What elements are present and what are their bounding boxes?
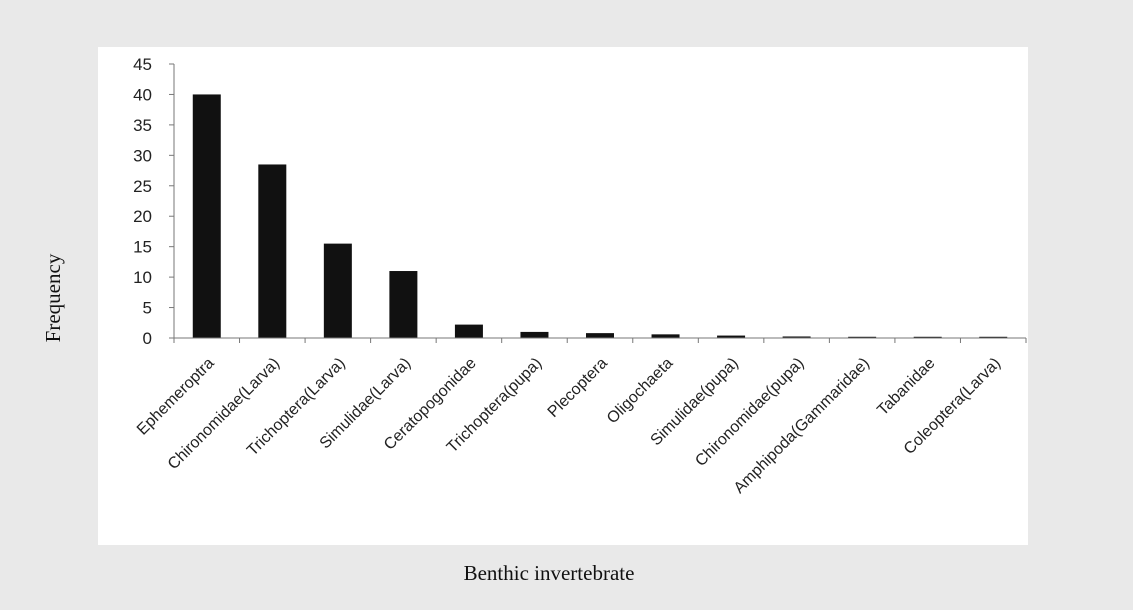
x-category-label: Chironomidae(pupa): [692, 355, 807, 470]
bar: [389, 271, 418, 338]
y-tick-label: 20: [133, 207, 152, 226]
y-tick-label: 40: [133, 85, 152, 104]
y-axis-title: Frequency: [41, 253, 65, 342]
bar: [520, 331, 549, 338]
bar: [651, 334, 680, 338]
bars: [192, 94, 1008, 338]
y-tick-label: 35: [133, 116, 152, 135]
y-tick-label: 45: [133, 55, 152, 74]
bar: [913, 336, 942, 338]
bar: [848, 336, 877, 338]
y-tick-labels: 0 5 10 15 20 25 30 35 40 45: [133, 55, 152, 348]
bar: [258, 164, 287, 338]
axes: [169, 63, 1027, 343]
y-tick-label: 25: [133, 177, 152, 196]
y-tick-label: 10: [133, 268, 152, 287]
y-tick-label: 15: [133, 238, 152, 257]
x-category-label: Plecoptera: [545, 355, 611, 421]
bar: [979, 336, 1008, 338]
y-tick-label: 0: [143, 329, 152, 348]
plot-area: [98, 47, 1028, 545]
x-category-labels: EphemeroptraChironomidae(Larva)Trichopte…: [134, 355, 1004, 497]
x-category-label: Amphipoda(Gammaridae): [731, 355, 873, 497]
x-category-label: Chironomidae(Larva): [165, 355, 283, 473]
y-tick-label: 5: [143, 299, 152, 318]
x-category-label: Tabanidae: [874, 355, 938, 419]
bar: [323, 243, 352, 338]
bar: [782, 336, 811, 338]
bar: [717, 335, 746, 338]
bar: [454, 324, 483, 338]
x-category-label: Oligochaeta: [604, 355, 676, 427]
bar: [192, 94, 221, 338]
x-axis-title: Benthic invertebrate: [464, 561, 635, 585]
bar: [586, 333, 614, 338]
y-tick-label: 30: [133, 146, 152, 165]
